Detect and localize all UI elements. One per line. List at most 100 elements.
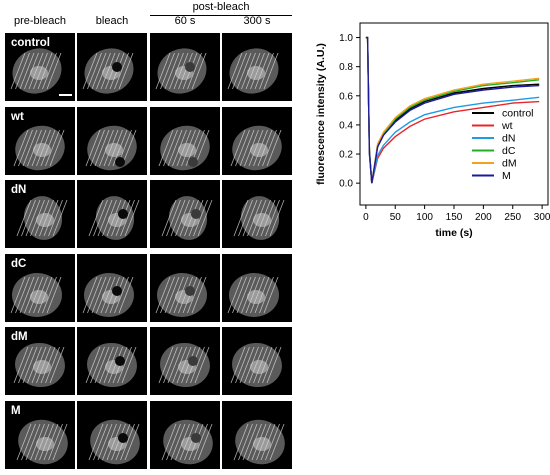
stress-fiber (34, 423, 50, 461)
stress-fiber (96, 52, 111, 90)
stress-fiber (43, 423, 59, 461)
bleach-spot (191, 433, 201, 443)
stress-fiber (48, 199, 63, 237)
frap-recovery-chart: 0.0 0.2 0.4 0.6 0.8 1.0 0 50 100 150 200 250 300 time… (315, 22, 550, 239)
y-tick-label: 0.8 (339, 62, 353, 73)
stress-fiber (91, 276, 107, 314)
cell-nucleus (247, 66, 265, 80)
stress-fiber (103, 346, 119, 384)
cell-image-control-60s (150, 33, 220, 101)
stress-fiber (21, 199, 36, 237)
stress-fiber (114, 52, 129, 90)
stress-fiber (114, 276, 129, 314)
stress-fiber (21, 423, 36, 461)
stress-fiber (184, 199, 199, 237)
cell-image-dM-pre-bleach: dM (5, 327, 75, 395)
stress-fiber (172, 346, 187, 384)
stress-fiber (185, 129, 201, 167)
cell-image-dC-60s (150, 254, 220, 322)
stress-fiber (167, 346, 183, 384)
stress-fiber (242, 199, 258, 237)
bleach-spot (191, 209, 201, 219)
stress-fiber (82, 52, 98, 90)
column-header-bleach: bleach (95, 15, 129, 27)
stress-fiber (19, 52, 35, 90)
stress-fiber (242, 423, 258, 461)
stress-fiber (103, 129, 119, 167)
stress-fiber (39, 423, 54, 461)
stress-fiber (170, 199, 186, 237)
stress-fiber (10, 52, 26, 90)
stress-fiber (179, 199, 195, 237)
x-tick-label: 300 (534, 212, 550, 223)
cell-image-dM-60s (150, 327, 220, 395)
stress-fiber (99, 346, 114, 384)
cell-image-M-pre-bleach: M (5, 401, 75, 469)
cell-image-control-pre-bleach: control (5, 33, 75, 101)
post-bleach-group-label: post-bleach (192, 1, 250, 13)
stress-fiber (85, 129, 101, 167)
stress-fiber (194, 346, 210, 384)
stress-fiber (239, 346, 255, 384)
stress-fiber (37, 276, 53, 314)
stress-fiber (161, 199, 177, 237)
stress-fiber (88, 199, 104, 237)
stress-fiber (232, 276, 247, 314)
stress-fiber (244, 346, 259, 384)
x-tick-label: 0 (363, 212, 369, 223)
stress-fiber (49, 346, 65, 384)
row-label-M: M (11, 405, 21, 417)
stress-fiber (16, 199, 32, 237)
x-axis-title: time (s) (435, 227, 472, 239)
stress-fiber (164, 276, 180, 314)
stress-fiber (238, 423, 253, 461)
stress-fiber (197, 199, 213, 237)
cell-nucleus (178, 143, 196, 157)
stress-fiber (236, 276, 252, 314)
stress-fiber (22, 346, 38, 384)
cell-image-wt-300s (222, 107, 292, 175)
stress-fiber (259, 52, 274, 90)
column-header-pre-bleach: pre-bleach (14, 15, 66, 27)
stress-fiber (155, 276, 171, 314)
legend-label-dN: dN (502, 133, 515, 145)
stress-fiber (42, 52, 57, 90)
stress-fiber (181, 346, 196, 384)
stress-fiber (106, 423, 122, 461)
stress-fiber (27, 346, 42, 384)
stress-fiber (111, 423, 126, 461)
cell-image-control-bleach (77, 33, 147, 101)
stress-fiber (227, 52, 243, 90)
stress-fiber (265, 199, 280, 237)
bleach-spot (115, 157, 125, 167)
stress-fiber (262, 129, 277, 167)
stress-fiber (120, 423, 135, 461)
legend-label-wt: wt (501, 120, 513, 132)
stress-fiber (161, 423, 177, 461)
bleach-spot (188, 157, 198, 167)
stress-fiber (37, 52, 53, 90)
legend-label-M: M (502, 170, 511, 182)
stress-fiber (108, 346, 123, 384)
stress-fiber (102, 199, 117, 237)
stress-fiber (25, 199, 41, 237)
stress-fiber (118, 52, 134, 90)
stress-fiber (235, 129, 250, 167)
stress-fiber (170, 423, 186, 461)
stress-fiber (230, 129, 246, 167)
stress-fiber (176, 129, 192, 167)
stress-fiber (117, 346, 132, 384)
stress-fiber (248, 346, 264, 384)
stress-fiber (100, 276, 116, 314)
stress-fiber (178, 52, 193, 90)
stress-fiber (176, 346, 192, 384)
stress-fiber (22, 129, 38, 167)
stress-fiber (251, 423, 267, 461)
cell-image-wt-60s (150, 107, 220, 175)
stress-fiber (167, 129, 183, 167)
x-tick-label: 250 (504, 212, 521, 223)
bleach-spot (112, 286, 122, 296)
cell-nucleus (253, 213, 271, 227)
stress-fiber (105, 276, 120, 314)
stress-fiber (90, 346, 105, 384)
